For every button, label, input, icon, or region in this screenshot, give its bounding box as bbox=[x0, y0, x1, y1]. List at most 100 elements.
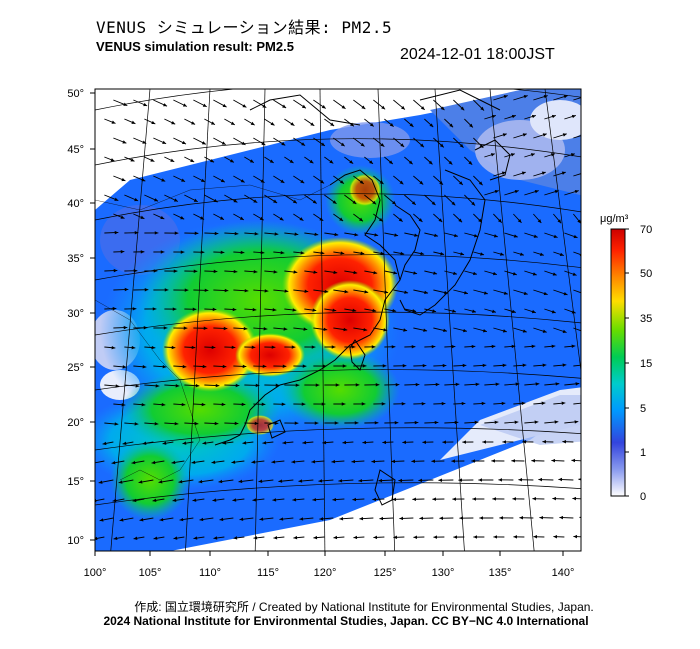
wind-arrow bbox=[204, 156, 215, 163]
wind-arrow bbox=[164, 194, 179, 202]
wind-arrow bbox=[412, 497, 425, 501]
lon-tick-label: 135° bbox=[489, 567, 512, 579]
wind-arrow bbox=[524, 344, 536, 349]
wind-arrow bbox=[353, 402, 366, 406]
wind-arrow bbox=[593, 363, 606, 366]
wind-arrow bbox=[433, 137, 445, 148]
wind-arrow bbox=[179, 517, 194, 522]
wind-arrow bbox=[453, 535, 465, 539]
wind-arrow bbox=[244, 383, 260, 388]
wind-arrow bbox=[384, 345, 396, 349]
wind-arrow bbox=[144, 194, 159, 202]
wind-arrow bbox=[453, 137, 464, 148]
wind-arrow bbox=[213, 288, 229, 293]
wind-arrow bbox=[298, 479, 314, 483]
lon-tick-label: 115° bbox=[257, 567, 279, 579]
wind-arrow bbox=[453, 213, 463, 223]
wind-arrow bbox=[544, 189, 559, 196]
wind-arrow bbox=[513, 327, 527, 333]
lat-tick-label: 25° bbox=[67, 362, 84, 374]
wind-arrow bbox=[232, 498, 245, 502]
wind-arrow bbox=[264, 308, 277, 312]
wind-arrow bbox=[302, 440, 314, 445]
wind-arrow bbox=[444, 344, 456, 349]
wind-arrow bbox=[193, 137, 207, 145]
wind-arrow bbox=[112, 498, 125, 503]
wind-arrow bbox=[593, 133, 606, 138]
wind-arrow bbox=[164, 156, 175, 163]
wind-arrow bbox=[353, 535, 365, 540]
wind-arrow bbox=[373, 289, 389, 294]
wind-arrow bbox=[113, 536, 125, 541]
wind-arrow bbox=[424, 420, 439, 425]
wind-arrow bbox=[384, 118, 394, 127]
wind-arrow bbox=[273, 213, 284, 221]
wind-arrow bbox=[484, 344, 496, 349]
wind-arrow bbox=[233, 99, 247, 108]
wind-arrow bbox=[253, 99, 267, 109]
wind-arrow bbox=[144, 422, 159, 426]
wind-arrow bbox=[133, 175, 146, 182]
wind-arrow bbox=[424, 308, 437, 313]
wind-arrow bbox=[364, 308, 377, 313]
wind-arrow bbox=[164, 307, 177, 311]
wind-arrow bbox=[142, 441, 154, 445]
wind-arrow bbox=[391, 459, 405, 464]
wind-arrow bbox=[102, 441, 114, 446]
wind-arrow bbox=[213, 402, 226, 407]
wind-arrow bbox=[404, 270, 418, 275]
wind-arrow bbox=[233, 175, 245, 183]
wind-arrow bbox=[204, 307, 217, 312]
title-english: VENUS simulation result: PM2.5 bbox=[96, 39, 294, 54]
wind-arrow bbox=[104, 268, 118, 273]
wind-arrow bbox=[444, 118, 454, 128]
wind-arrow bbox=[299, 517, 314, 521]
wind-arrow bbox=[544, 308, 556, 314]
wind-arrow bbox=[153, 99, 168, 107]
pm25-field bbox=[95, 89, 581, 551]
wind-arrow bbox=[344, 156, 354, 164]
wind-arrow bbox=[384, 270, 398, 275]
wind-arrow bbox=[404, 382, 420, 387]
colorbar-label: 0 bbox=[640, 491, 646, 503]
wind-arrow bbox=[418, 478, 434, 483]
wind-arrow bbox=[264, 232, 279, 236]
wind-arrow bbox=[544, 114, 556, 120]
wind-arrow bbox=[131, 460, 145, 465]
wind-arrow bbox=[359, 516, 374, 521]
wind-arrow bbox=[151, 460, 165, 465]
wind-arrow bbox=[452, 497, 465, 501]
wind-arrow bbox=[133, 365, 147, 369]
wind-arrow bbox=[493, 94, 508, 101]
wind-arrow bbox=[473, 251, 485, 256]
wind-arrow bbox=[233, 402, 246, 407]
wind-arrow bbox=[284, 270, 298, 274]
wind-arrow bbox=[564, 382, 580, 386]
wind-arrow bbox=[173, 364, 187, 369]
wind-arrow bbox=[493, 133, 507, 139]
wind-arrow bbox=[153, 402, 166, 407]
wind-arrow bbox=[473, 401, 486, 406]
wind-arrow bbox=[113, 325, 128, 330]
wind-arrow bbox=[364, 194, 377, 205]
wind-arrow bbox=[553, 327, 567, 333]
wind-arrow bbox=[524, 308, 536, 314]
wind-arrow bbox=[218, 479, 234, 484]
wind-arrow bbox=[424, 194, 436, 206]
wind-arrow bbox=[424, 118, 434, 128]
wind-arrow bbox=[98, 479, 114, 484]
wind-arrow bbox=[564, 153, 576, 158]
wind-arrow bbox=[333, 251, 345, 255]
wind-arrow bbox=[424, 270, 438, 275]
wind-arrow bbox=[333, 289, 349, 294]
wind-arrow bbox=[304, 383, 320, 387]
wind-arrow bbox=[404, 308, 417, 313]
wind-arrow bbox=[118, 479, 134, 484]
wind-arrow bbox=[213, 213, 225, 221]
wind-arrow bbox=[133, 99, 148, 107]
wind-arrow bbox=[564, 420, 579, 424]
wind-arrow bbox=[284, 194, 298, 204]
wind-arrow bbox=[393, 327, 408, 332]
wind-arrow bbox=[313, 535, 325, 540]
wind-vectors bbox=[95, 94, 606, 541]
